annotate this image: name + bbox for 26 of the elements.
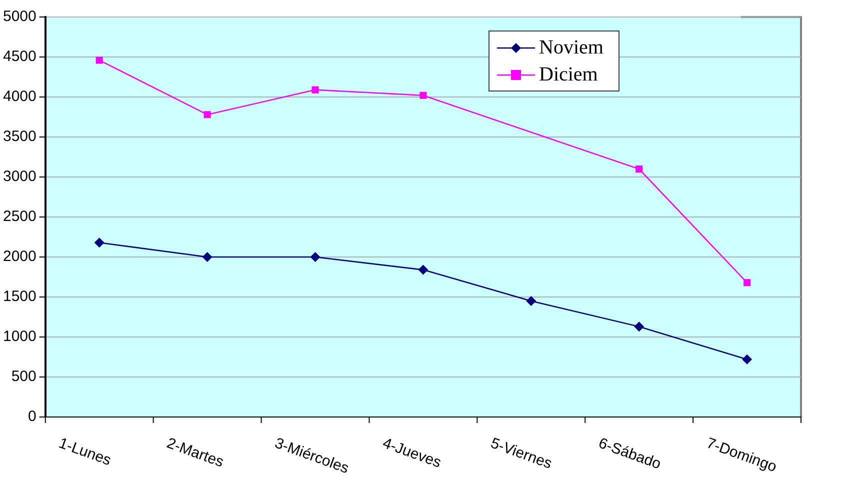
- point: [202, 252, 212, 262]
- point: [634, 322, 644, 332]
- y-tick-label: 5000: [2, 8, 36, 26]
- point: [636, 165, 643, 173]
- y-tick-label: 4500: [2, 48, 36, 66]
- point: [312, 86, 319, 94]
- y-tick-label: 3500: [2, 128, 36, 146]
- legend-label: Diciem: [539, 63, 598, 86]
- legend-label: Noviem: [539, 36, 604, 58]
- y-tick-label: 500: [11, 368, 36, 386]
- point: [743, 279, 751, 286]
- y-tick-label: 3000: [2, 168, 36, 186]
- point: [420, 92, 427, 99]
- y-tick-label: 4000: [2, 88, 36, 106]
- point: [94, 238, 104, 248]
- y-tick-label: 1500: [2, 288, 36, 306]
- y-tick-label: 2000: [2, 248, 36, 266]
- y-tick-label: 1000: [2, 328, 36, 346]
- y-tick-label: 2500: [2, 208, 36, 226]
- point: [96, 56, 103, 64]
- point: [204, 111, 211, 118]
- point: [526, 296, 536, 306]
- point: [418, 264, 428, 275]
- point: [742, 354, 752, 364]
- y-tick-label: 0: [28, 408, 36, 426]
- point: [310, 252, 320, 262]
